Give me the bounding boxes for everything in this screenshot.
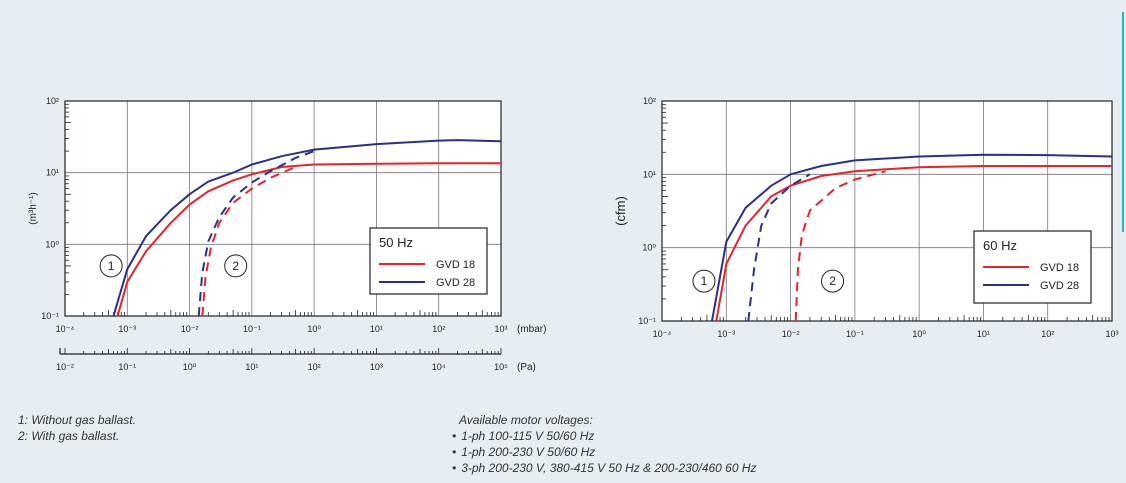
pa-axis-unit: (Pa) [517,362,536,373]
marker-label: 2 [829,274,836,288]
x-tick-label: 10⁻¹ [846,329,864,339]
motor-voltages: Available motor voltages: 1-ph 100-115 V… [452,412,757,476]
footnote-1: 1: Without gas ballast. [18,413,136,427]
x-tick-label: 10⁻⁴ [56,324,75,334]
series-line-gvd-28-dashed [747,173,811,322]
legend-label: GVD 28 [1040,280,1079,292]
plot-frame [661,100,1113,322]
x-tick-label: 10⁻³ [717,329,735,339]
x-tick-label: 10⁻¹ [243,324,261,334]
y-tick-label: 10² [643,96,656,106]
marker-label: 1 [701,274,708,288]
legend-label: GVD 28 [436,277,475,289]
x-tick-label: 10⁻² [782,329,800,339]
pa-tick-label: 10⁴ [432,362,446,372]
series-line-gvd-18-dashed [794,170,886,322]
x-tick-label: 10¹ [370,324,383,334]
motor-voltage-item: 1-ph 100-115 V 50/60 Hz [452,428,757,444]
marker-circle [224,254,248,278]
x-tick-label: 10⁻⁴ [653,329,672,339]
pa-tick-label: 10¹ [245,362,258,372]
x-tick-label: 10⁰ [912,329,926,339]
marker-circle [692,269,716,293]
marker-label: 1 [108,259,115,273]
marker-label: 2 [232,259,239,273]
marker-circle [99,254,123,278]
x-tick-label: 10³ [1105,329,1118,339]
series-line-gvd-18-solid [715,165,1112,322]
y-tick-label: 10⁻¹ [638,316,656,326]
motor-voltage-item: 3-ph 200-230 V, 380-415 V 50 Hz & 200-23… [452,460,756,476]
y-tick-label: 10¹ [46,168,59,178]
footnotes: 1: Without gas ballast. 2: With gas ball… [18,412,136,444]
series-line-gvd-18-solid [116,162,501,317]
legend-title: 60 Hz [983,238,1017,253]
x-tick-label: 10² [432,324,445,334]
x-tick-label: 10⁰ [307,324,321,334]
motor-voltage-item: 1-ph 200-230 V 50/60 Hz [452,444,757,460]
legend: 50 Hz GVD 18 GVD 28 [369,227,488,295]
x-axis-unit: (mbar) [517,324,546,335]
y-tick-label: 10² [46,96,59,106]
x-tick-label: 10⁻² [181,324,199,334]
pa-tick-label: 10⁰ [183,362,197,372]
x-tick-label: 10³ [494,324,507,334]
marker-circle [821,269,845,293]
legend: 60 Hz GVD 18 GVD 28 [973,230,1092,304]
x-tick-label: 10⁻³ [118,324,136,334]
footnote-2: 2: With gas ballast. [18,429,120,443]
y-tick-label: 10⁻¹ [41,311,59,321]
y-axis-label: (m³h⁻¹) [28,192,39,225]
series-line-gvd-28-solid [112,139,502,317]
legend-box [369,227,488,295]
y-tick-label: 10⁰ [45,239,59,249]
pa-tick-label: 10⁵ [494,362,508,372]
plot-group: 10⁻⁴ 10⁻³ 10⁻² 10⁻¹ 10⁰ 10¹ 10² 10³ 10⁻¹ 10⁰ 10¹ 10… [28,96,546,373]
x-tick-label: 10² [1041,329,1054,339]
accent-bar [1122,12,1124,232]
pa-tick-label: 10⁻¹ [118,362,136,372]
plot-group: 10⁻⁴ 10⁻³ 10⁻² 10⁻¹ 10⁰ 10¹ 10² 10³ 10⁻¹ 10⁰ 10¹ 10… [613,96,1119,339]
legend-label: GVD 18 [1040,262,1079,274]
x-tick-label: 10¹ [977,329,990,339]
legend-label: GVD 18 [436,259,475,271]
series-line-gvd-28-dashed [197,150,315,317]
series-line-gvd-18-dashed [201,166,296,317]
plot-frame [64,100,502,317]
y-tick-label: 10⁰ [642,243,656,253]
series-line-gvd-28-solid [711,153,1113,322]
pa-tick-label: 10² [308,362,321,372]
y-tick-label: 10¹ [643,169,656,179]
pa-tick-label: 10⁻² [56,362,74,372]
motor-voltages-title: Available motor voltages: [459,413,593,427]
legend-title: 50 Hz [379,235,413,250]
pa-tick-label: 10³ [370,362,383,372]
y-axis-label: (cfm) [613,196,628,226]
